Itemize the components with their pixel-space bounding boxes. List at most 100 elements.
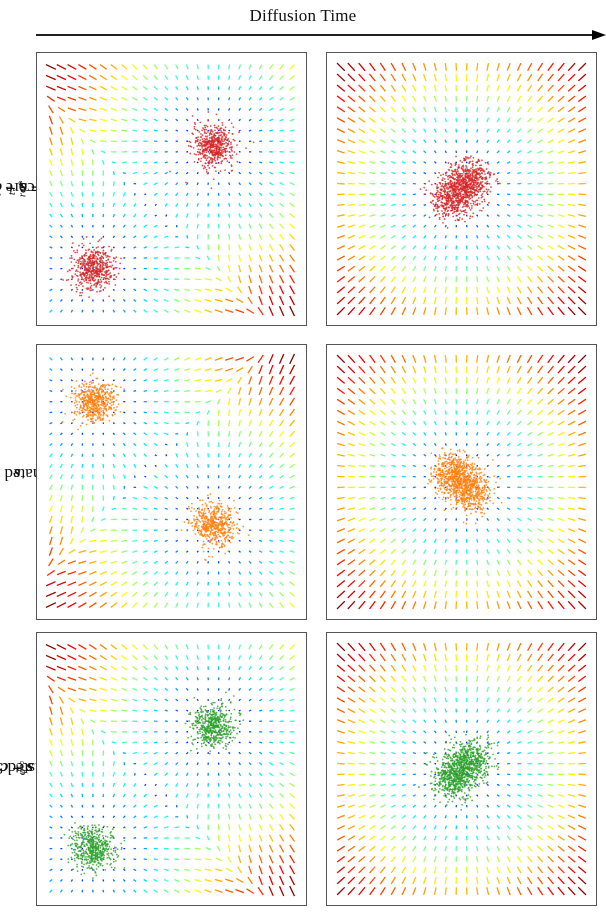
score-arrow [89, 550, 97, 554]
sample-point [454, 192, 456, 194]
sample-point [97, 396, 100, 399]
score-arrow [99, 96, 107, 101]
sample-point [193, 518, 195, 521]
score-arrow [258, 375, 263, 385]
sample-point [86, 406, 89, 409]
sample-point [78, 394, 81, 397]
score-arrow [476, 106, 479, 112]
score-arrow [369, 255, 376, 261]
score-arrow [358, 559, 366, 566]
score-arrow [143, 432, 148, 436]
score-arrow [547, 171, 554, 175]
sample-point [454, 188, 456, 191]
sample-point [213, 140, 216, 143]
score-arrow [268, 386, 274, 396]
sample-point [457, 177, 460, 180]
sample-point [201, 514, 204, 516]
diffusion-time-label: Diffusion Time [249, 6, 357, 25]
score-arrow [347, 224, 355, 228]
score-arrow [70, 137, 74, 145]
sample-point [108, 280, 110, 283]
score-arrow [70, 159, 74, 166]
sample-point [213, 521, 216, 523]
sample-point [90, 250, 93, 253]
score-arrow [486, 224, 490, 228]
sample-point [447, 209, 449, 212]
sample-point [78, 281, 81, 284]
score-arrow [390, 245, 396, 250]
score-arrow [258, 213, 263, 218]
score-arrow [369, 538, 376, 544]
score-arrow [368, 73, 376, 82]
score-arrow [246, 356, 255, 362]
score-arrow [347, 286, 356, 294]
sample-point [79, 257, 82, 260]
sample-point [204, 126, 207, 129]
score-arrow [412, 296, 417, 305]
sample-point [96, 387, 99, 390]
score-arrow [547, 128, 554, 133]
score-arrow [235, 297, 244, 304]
sample-point [84, 252, 87, 255]
sample-point [233, 139, 236, 142]
sample-point [83, 380, 86, 383]
score-arrow [248, 550, 252, 553]
score-arrow [390, 420, 396, 426]
score-arrow [289, 85, 295, 91]
score-arrow [81, 505, 84, 512]
sample-point [87, 269, 90, 272]
sample-point [193, 519, 196, 522]
score-arrow [567, 213, 576, 218]
sample-point [110, 401, 113, 404]
score-arrow [204, 379, 212, 382]
score-arrow [112, 379, 115, 382]
score-arrow [506, 306, 511, 316]
score-arrow [567, 275, 576, 283]
score-arrow [248, 202, 252, 208]
sample-point [220, 516, 222, 519]
score-arrow [358, 234, 366, 239]
score-arrow [412, 214, 417, 217]
score-arrow [59, 148, 63, 156]
sample-point [212, 534, 215, 537]
score-arrow [258, 485, 263, 489]
score-arrow [238, 602, 242, 608]
sample-point [207, 161, 210, 164]
score-arrow [59, 474, 63, 480]
score-arrow [258, 397, 263, 406]
sample-point [224, 129, 227, 132]
score-arrow [336, 398, 346, 405]
sample-point [101, 401, 104, 404]
score-arrow [246, 308, 255, 314]
score-arrow [227, 276, 232, 283]
score-arrow [557, 255, 565, 261]
sample-point [444, 213, 447, 216]
score-arrow [248, 539, 252, 542]
score-arrow [401, 255, 407, 261]
score-arrow [347, 265, 356, 272]
score-arrow [336, 517, 345, 522]
score-arrow [59, 235, 63, 239]
sample-point [227, 509, 230, 512]
score-arrow [237, 275, 242, 284]
score-arrow [60, 411, 63, 414]
score-arrow [90, 139, 96, 144]
score-arrow [412, 224, 417, 228]
sample-point [213, 158, 216, 161]
score-arrow [516, 139, 522, 144]
score-arrow [537, 171, 543, 175]
score-arrow [70, 526, 74, 534]
score-arrow [143, 442, 148, 447]
score-arrow [578, 213, 587, 218]
score-arrow [81, 170, 84, 176]
sample-point [105, 407, 108, 410]
score-arrow [268, 75, 274, 81]
score-arrow [215, 378, 223, 382]
score-arrow [347, 106, 356, 113]
score-arrow [279, 581, 285, 586]
score-arrow [567, 296, 576, 305]
sample-point [223, 534, 226, 537]
sample-point [441, 184, 444, 187]
score-arrow [369, 569, 376, 577]
score-arrow [577, 275, 587, 283]
